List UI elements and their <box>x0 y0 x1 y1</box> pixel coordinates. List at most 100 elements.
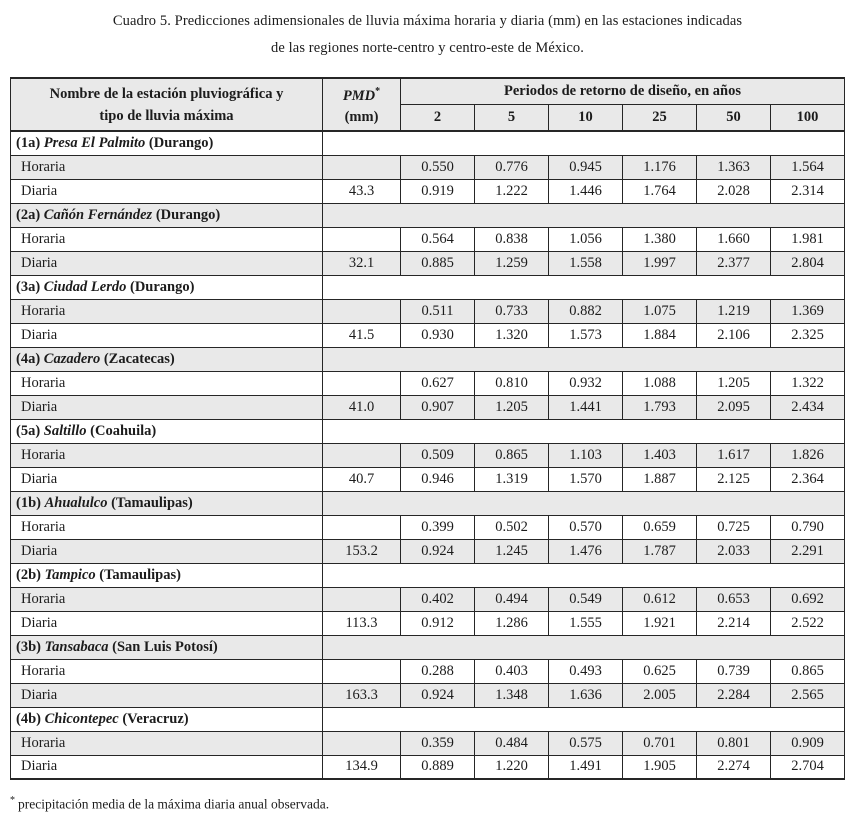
rainfall-predictions-table: Nombre de la estación pluviográfica y ti… <box>10 77 845 780</box>
diaria-row: Diaria 40.7 0.946 1.319 1.570 1.887 2.125 2.364 <box>10 466 845 492</box>
station-group-row: (3a) Ciudad Lerdo (Durango) <box>10 274 845 300</box>
prediction-value-cell: 1.219 <box>696 298 771 324</box>
horaria-row: Horaria 0.564 0.838 1.056 1.380 1.660 1.981 <box>10 226 845 252</box>
pmd-column-header: PMD* (mm) <box>322 77 401 132</box>
prediction-value-cell: 0.885 <box>400 250 475 276</box>
station-state: (Tamaulipas) <box>95 566 181 583</box>
prediction-value-cell: 1.380 <box>622 226 697 252</box>
row-label-diaria: Diaria <box>10 682 323 708</box>
prediction-value-cell: 1.636 <box>548 682 623 708</box>
station-state: (Durango) <box>126 278 195 295</box>
footnote-text: precipitación media de la máxima diaria … <box>18 796 330 812</box>
station-row-spacer <box>322 418 845 444</box>
prediction-value-cell: 2.364 <box>770 466 845 492</box>
station-name: Ciudad Lerdo <box>43 278 127 295</box>
horaria-row: Horaria 0.288 0.403 0.493 0.625 0.739 0.865 <box>10 658 845 684</box>
station-name: Ahualulco <box>44 494 108 511</box>
prediction-value-cell: 0.946 <box>400 466 475 492</box>
period-header-100: 100 <box>770 103 845 132</box>
prediction-value-cell: 0.725 <box>696 514 771 540</box>
caption-line-1: Cuadro 5. Predicciones adimensionales de… <box>112 13 743 29</box>
pmd-value-cell <box>322 298 401 324</box>
diaria-row: Diaria 134.9 0.889 1.220 1.491 1.905 2.274 2.70… <box>10 754 845 780</box>
row-label-diaria: Diaria <box>10 394 323 420</box>
prediction-value-cell: 1.056 <box>548 226 623 252</box>
prediction-value-cell: 0.550 <box>400 154 475 180</box>
prediction-value-cell: 1.887 <box>622 466 697 492</box>
prediction-value-cell: 0.359 <box>400 730 475 756</box>
station-name-cell: (1a) Presa El Palmito (Durango) <box>10 130 323 156</box>
pmd-value-cell <box>322 730 401 756</box>
station-row-spacer <box>322 562 845 588</box>
horaria-row: Horaria 0.627 0.810 0.932 1.088 1.205 1.322 <box>10 370 845 396</box>
prediction-value-cell: 0.701 <box>622 730 697 756</box>
station-name-cell: (3a) Ciudad Lerdo (Durango) <box>10 274 323 300</box>
pmd-value-cell <box>322 154 401 180</box>
station-row-spacer <box>322 202 845 228</box>
pmd-value-cell: 43.3 <box>322 178 401 204</box>
prediction-value-cell: 2.704 <box>770 754 845 780</box>
station-id: (4b) <box>16 710 45 727</box>
pmd-value-cell: 32.1 <box>322 250 401 276</box>
prediction-value-cell: 0.919 <box>400 178 475 204</box>
station-group-row: (4b) Chicontepec (Veracruz) <box>10 706 845 732</box>
prediction-value-cell: 1.921 <box>622 610 697 636</box>
prediction-value-cell: 0.564 <box>400 226 475 252</box>
horaria-row: Horaria 0.550 0.776 0.945 1.176 1.363 1.564 <box>10 154 845 180</box>
station-name: Presa El Palmito <box>43 134 146 151</box>
table-caption: Cuadro 5. Predicciones adimensionales de… <box>0 0 855 62</box>
pmd-value-cell <box>322 442 401 468</box>
prediction-value-cell: 0.612 <box>622 586 697 612</box>
prediction-value-cell: 1.363 <box>696 154 771 180</box>
station-id: (5a) <box>16 422 44 439</box>
prediction-value-cell: 1.286 <box>474 610 549 636</box>
row-label-diaria: Diaria <box>10 250 323 276</box>
prediction-value-cell: 2.565 <box>770 682 845 708</box>
station-header-line-1: Nombre de la estación pluviográfica y <box>49 85 284 102</box>
row-label-horaria: Horaria <box>10 226 323 252</box>
prediction-value-cell: 1.322 <box>770 370 845 396</box>
prediction-value-cell: 0.865 <box>474 442 549 468</box>
diaria-row: Diaria 163.3 0.924 1.348 1.636 2.005 2.284 2.56… <box>10 682 845 708</box>
station-name-cell: (1b) Ahualulco (Tamaulipas) <box>10 490 323 516</box>
diaria-row: Diaria 32.1 0.885 1.259 1.558 1.997 2.377 2.804 <box>10 250 845 276</box>
pmd-value-cell: 40.7 <box>322 466 401 492</box>
station-name: Chicontepec <box>44 710 119 727</box>
prediction-value-cell: 0.909 <box>770 730 845 756</box>
prediction-value-cell: 0.494 <box>474 586 549 612</box>
prediction-value-cell: 1.558 <box>548 250 623 276</box>
station-state: (Tamaulipas) <box>107 494 193 511</box>
prediction-value-cell: 1.764 <box>622 178 697 204</box>
prediction-value-cell: 0.945 <box>548 154 623 180</box>
station-name-cell: (2a) Cañón Fernández (Durango) <box>10 202 323 228</box>
prediction-value-cell: 0.502 <box>474 514 549 540</box>
prediction-value-cell: 1.369 <box>770 298 845 324</box>
pmd-value-cell <box>322 514 401 540</box>
station-name-cell: (2b) Tampico (Tamaulipas) <box>10 562 323 588</box>
prediction-value-cell: 2.284 <box>696 682 771 708</box>
prediction-value-cell: 0.653 <box>696 586 771 612</box>
station-name: Cazadero <box>43 350 101 367</box>
station-row-spacer <box>322 634 845 660</box>
prediction-value-cell: 0.659 <box>622 514 697 540</box>
prediction-value-cell: 1.176 <box>622 154 697 180</box>
prediction-value-cell: 1.403 <box>622 442 697 468</box>
prediction-value-cell: 2.033 <box>696 538 771 564</box>
prediction-value-cell: 0.882 <box>548 298 623 324</box>
prediction-value-cell: 2.325 <box>770 322 845 348</box>
diaria-row: Diaria 41.0 0.907 1.205 1.441 1.793 2.095 2.434 <box>10 394 845 420</box>
prediction-value-cell: 1.787 <box>622 538 697 564</box>
prediction-value-cell: 0.932 <box>548 370 623 396</box>
station-name: Cañón Fernández <box>43 206 153 223</box>
pmd-acronym: PMD <box>342 87 376 104</box>
prediction-value-cell: 0.402 <box>400 586 475 612</box>
prediction-value-cell: 0.810 <box>474 370 549 396</box>
prediction-value-cell: 0.549 <box>548 586 623 612</box>
prediction-value-cell: 1.997 <box>622 250 697 276</box>
row-label-horaria: Horaria <box>10 298 323 324</box>
prediction-value-cell: 2.106 <box>696 322 771 348</box>
prediction-value-cell: 0.399 <box>400 514 475 540</box>
station-id: (3b) <box>16 638 45 655</box>
station-state: (Coahuila) <box>86 422 157 439</box>
